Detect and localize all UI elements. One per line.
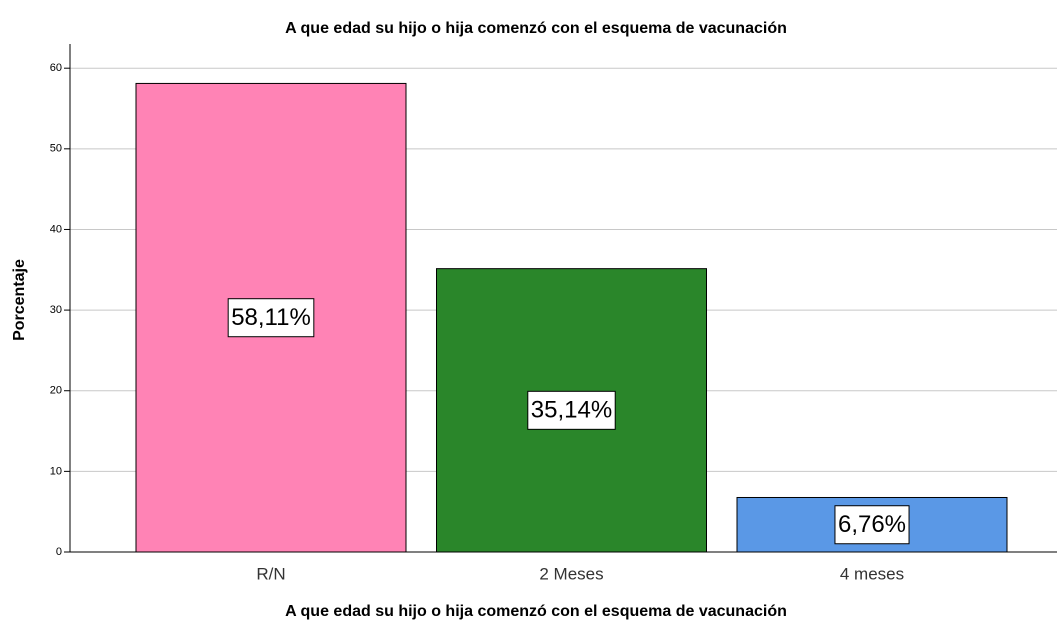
value-label-box [527, 390, 616, 430]
y-tick-label: 50 [50, 143, 62, 155]
x-tick-label: R/N [256, 564, 285, 583]
y-tick-label: 20 [50, 385, 62, 397]
value-label-box [227, 298, 315, 338]
value-label: 58,11% [231, 304, 311, 331]
y-tick-label: 10 [50, 465, 62, 477]
x-axis-label: A que edad su hijo o hija comenzó con el… [285, 603, 787, 620]
y-tick-label: 30 [50, 304, 62, 316]
x-tick-label: 4 meses [840, 564, 904, 583]
value-label: 35,14% [531, 397, 612, 424]
x-tick-label: 2 Meses [539, 564, 603, 583]
y-axis-label: Porcentaje [11, 259, 28, 341]
value-label-box [834, 505, 910, 545]
y-tick-label: 0 [56, 546, 62, 558]
value-label: 6,76% [838, 511, 906, 538]
chart-title: A que edad su hijo o hija comenzó con el… [285, 20, 787, 37]
y-tick-label: 40 [50, 223, 62, 235]
y-tick-label: 60 [50, 62, 62, 74]
